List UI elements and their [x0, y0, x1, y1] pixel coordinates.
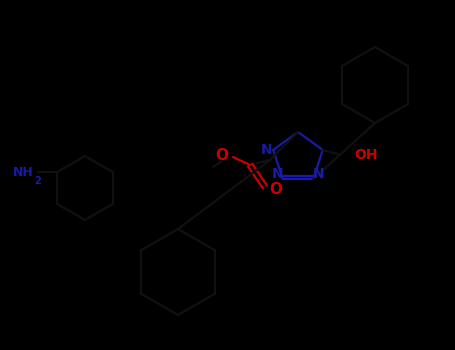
Text: N: N	[313, 167, 324, 181]
Text: 2: 2	[34, 176, 41, 186]
Text: OH: OH	[355, 148, 378, 162]
Text: N: N	[260, 143, 272, 157]
Text: N: N	[272, 167, 283, 181]
Text: NH: NH	[13, 166, 33, 178]
Text: O: O	[269, 182, 282, 197]
Text: O: O	[215, 148, 228, 163]
